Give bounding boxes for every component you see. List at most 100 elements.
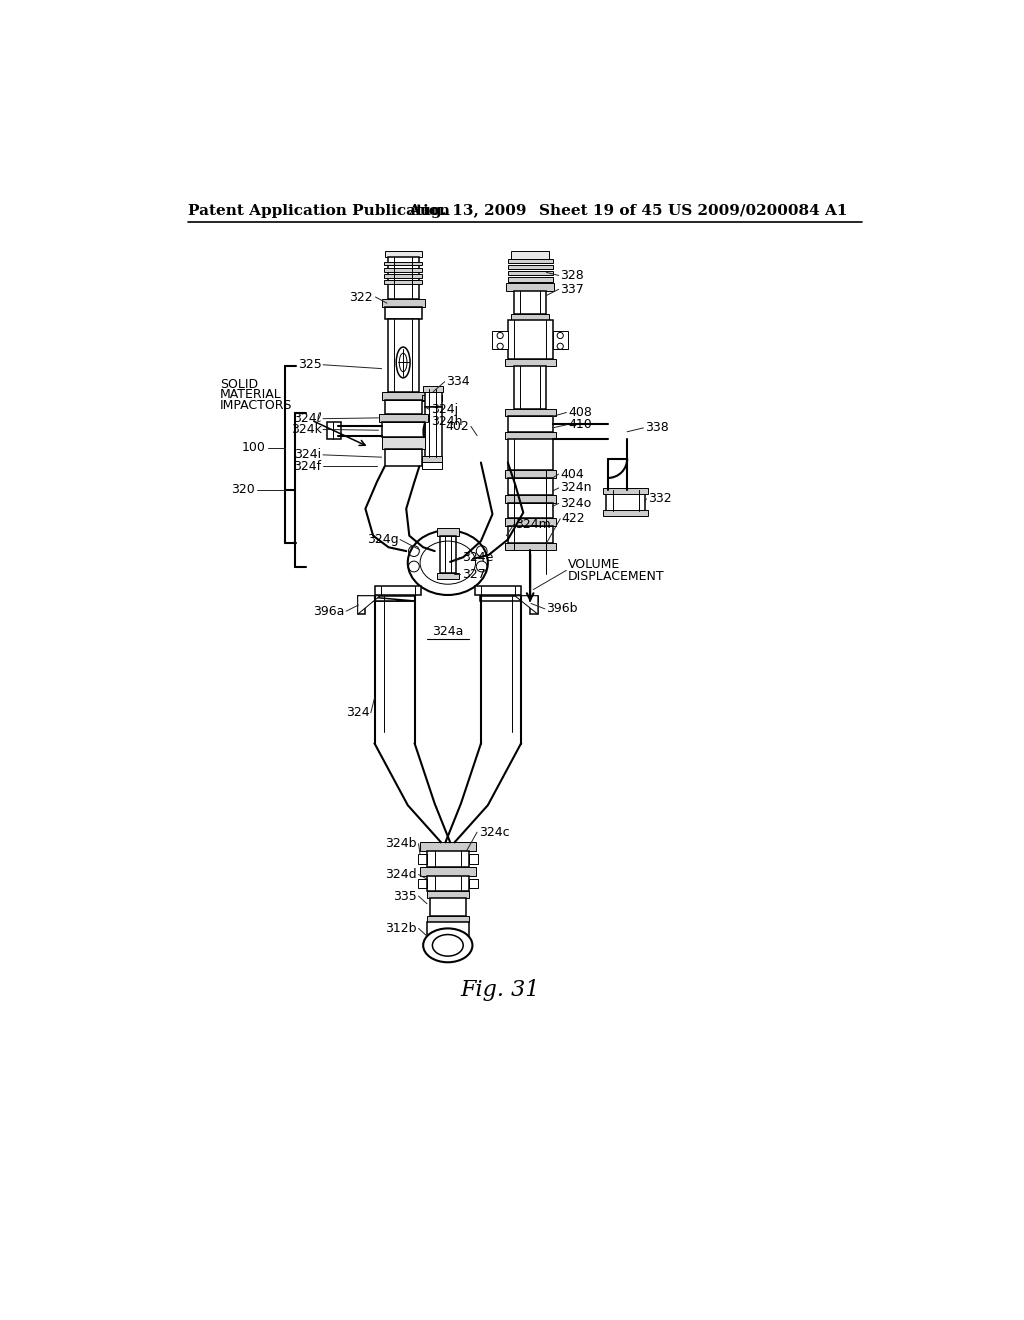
Bar xyxy=(505,409,556,416)
Bar xyxy=(422,462,441,470)
Bar xyxy=(382,300,425,308)
Text: 324d: 324d xyxy=(385,869,417,880)
Text: 332: 332 xyxy=(648,492,672,506)
Bar xyxy=(508,277,553,281)
Bar xyxy=(505,359,556,367)
Bar xyxy=(327,422,341,438)
Text: 334: 334 xyxy=(446,375,470,388)
Polygon shape xyxy=(357,595,416,601)
Text: Sheet 19 of 45: Sheet 19 of 45 xyxy=(539,203,663,218)
Bar xyxy=(418,879,427,888)
Bar xyxy=(606,490,645,511)
Text: Patent Application Publication: Patent Application Publication xyxy=(188,203,451,218)
Bar xyxy=(385,449,422,466)
Bar xyxy=(505,495,556,503)
Polygon shape xyxy=(357,595,380,614)
Text: 324k: 324k xyxy=(291,422,322,436)
Bar xyxy=(385,251,422,257)
Text: 328: 328 xyxy=(560,269,584,282)
Text: MATERIAL: MATERIAL xyxy=(220,388,282,401)
Text: 324o: 324o xyxy=(560,496,592,510)
Bar xyxy=(508,503,553,517)
Bar xyxy=(505,470,556,478)
Bar xyxy=(603,510,648,516)
Bar xyxy=(553,331,568,350)
Bar xyxy=(423,385,443,392)
Bar xyxy=(437,573,459,578)
Bar xyxy=(422,455,441,462)
Text: 396b: 396b xyxy=(547,602,578,615)
Bar xyxy=(508,440,553,470)
Bar xyxy=(375,586,421,595)
Bar xyxy=(385,308,422,319)
Bar xyxy=(508,416,553,432)
Bar xyxy=(508,478,553,495)
Text: 422: 422 xyxy=(562,512,586,525)
Text: 324e: 324e xyxy=(462,550,493,564)
Bar xyxy=(422,395,441,401)
Text: SOLID: SOLID xyxy=(220,378,258,391)
Bar xyxy=(508,525,553,543)
Text: 100: 100 xyxy=(242,441,265,454)
Polygon shape xyxy=(515,595,538,614)
Text: 324a: 324a xyxy=(432,626,464,639)
Ellipse shape xyxy=(423,928,472,962)
Text: 337: 337 xyxy=(560,282,584,296)
Text: 324g: 324g xyxy=(367,533,398,546)
Text: 338: 338 xyxy=(645,421,669,434)
Bar xyxy=(511,251,550,259)
Bar xyxy=(427,891,469,898)
Bar xyxy=(420,867,475,876)
Bar xyxy=(427,876,469,891)
Bar xyxy=(508,271,553,276)
Text: VOLUME: VOLUME xyxy=(568,558,621,572)
Text: 324ℓ: 324ℓ xyxy=(293,412,322,425)
Bar xyxy=(382,437,425,450)
Text: 402: 402 xyxy=(445,420,469,433)
Text: 327: 327 xyxy=(462,568,485,581)
Text: 335: 335 xyxy=(393,890,417,903)
Bar xyxy=(379,414,428,422)
Bar xyxy=(508,259,553,263)
Bar xyxy=(384,280,422,284)
Bar xyxy=(603,488,648,494)
Text: 404: 404 xyxy=(560,467,584,480)
Bar xyxy=(384,261,422,265)
Ellipse shape xyxy=(432,935,463,956)
Bar xyxy=(427,851,469,867)
Text: US 2009/0200084 A1: US 2009/0200084 A1 xyxy=(668,203,848,218)
Text: 324h: 324h xyxy=(431,416,463,428)
Bar xyxy=(508,264,553,269)
Text: 324c: 324c xyxy=(478,825,509,838)
Bar xyxy=(384,275,422,277)
Text: 324f: 324f xyxy=(294,459,322,473)
Text: 410: 410 xyxy=(568,418,592,432)
Text: 324n: 324n xyxy=(560,482,592,495)
Bar xyxy=(506,284,554,290)
Text: 325: 325 xyxy=(298,358,322,371)
Bar xyxy=(384,268,422,272)
Text: 324j: 324j xyxy=(431,403,458,416)
Bar xyxy=(418,854,427,863)
Bar xyxy=(469,854,478,863)
Bar xyxy=(493,331,508,350)
Bar xyxy=(440,536,456,573)
Text: 396a: 396a xyxy=(313,605,345,618)
Bar xyxy=(427,916,469,923)
Bar xyxy=(385,400,422,414)
Polygon shape xyxy=(530,595,538,614)
Bar xyxy=(514,367,547,409)
Text: 312b: 312b xyxy=(385,921,417,935)
Polygon shape xyxy=(480,595,538,601)
Text: Aug. 13, 2009: Aug. 13, 2009 xyxy=(408,203,526,218)
Bar xyxy=(505,517,556,525)
Bar xyxy=(437,528,459,536)
Bar xyxy=(508,321,553,359)
Bar xyxy=(469,879,478,888)
Bar xyxy=(420,842,475,851)
Text: 320: 320 xyxy=(231,483,255,496)
Text: 322: 322 xyxy=(349,290,373,304)
Text: DISPLACEMENT: DISPLACEMENT xyxy=(568,570,665,583)
Bar xyxy=(425,388,441,407)
Bar xyxy=(382,422,425,437)
